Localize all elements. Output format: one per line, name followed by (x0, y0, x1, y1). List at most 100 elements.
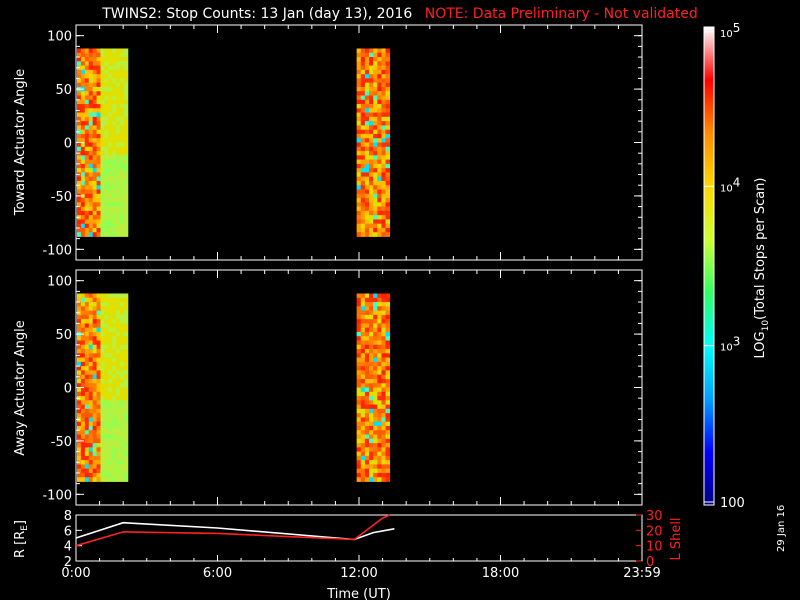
heatmap-cell (120, 108, 125, 113)
heatmap-cell (104, 155, 109, 160)
heatmap-cell (360, 104, 366, 109)
heatmap-cell (108, 302, 113, 307)
heatmap-cell (96, 78, 101, 84)
heatmap-cell (356, 344, 362, 350)
heatmap-cell (360, 370, 366, 376)
heatmap-cell (80, 133, 86, 139)
heatmap-cell (369, 82, 374, 88)
heatmap-cell (381, 82, 386, 88)
heatmap-cell (123, 227, 129, 233)
heatmap-cell (100, 108, 105, 113)
heatmap-cell (104, 425, 109, 431)
heatmap-cell (120, 340, 125, 346)
heatmap-cell (377, 223, 382, 229)
heatmap-cell (100, 344, 105, 350)
heatmap-cell (112, 421, 117, 427)
heatmap-cell (116, 104, 121, 109)
heatmap-cell (381, 443, 386, 448)
heatmap-cell (123, 155, 129, 160)
heatmap-cell (116, 155, 121, 160)
heatmap-cell (356, 340, 362, 346)
heatmap-cell (104, 310, 109, 316)
heatmap-cell (104, 361, 109, 367)
heatmap-cell (356, 146, 362, 152)
heatmap-cell (112, 451, 117, 457)
heatmap-cell (100, 331, 105, 337)
heatmap-cell (88, 425, 94, 431)
heatmap-cell (92, 206, 97, 212)
heatmap-cell (123, 151, 129, 156)
heatmap-cell (116, 434, 121, 440)
heatmap-cell (373, 468, 378, 474)
heatmap-cell (88, 202, 94, 207)
heatmap-cell (77, 404, 82, 410)
heatmap-cell (373, 336, 378, 341)
heatmap-cell (92, 302, 97, 307)
heatmap-cell (369, 425, 374, 431)
heatmap-cell (108, 69, 113, 75)
heatmap-cell (88, 293, 94, 299)
heatmap-cell (84, 61, 90, 66)
heatmap-cell (92, 404, 97, 410)
heatmap-cell (80, 451, 86, 457)
heatmap-cell (88, 434, 94, 440)
heatmap-cell (120, 116, 125, 122)
radius-ylabel: R [RE] (13, 520, 30, 558)
heatmap-cell (100, 477, 105, 482)
heatmap-cell (377, 78, 382, 84)
heatmap-cell (104, 455, 109, 461)
heatmap-cell (381, 464, 386, 470)
heatmap-cell (100, 357, 105, 363)
heatmap-cell (373, 370, 378, 376)
heatmap-cell (356, 155, 362, 160)
heatmap-cell (92, 297, 97, 303)
heatmap-cell (104, 408, 109, 414)
heatmap-cell (116, 310, 121, 316)
heatmap-cell (360, 206, 366, 212)
heatmap-cell (381, 413, 386, 418)
heatmap-cell (369, 180, 374, 186)
heatmap-cell (381, 198, 386, 203)
heatmap-cell (116, 400, 121, 405)
heatmap-cell (377, 331, 382, 337)
heatmap-cell (123, 163, 129, 169)
heatmap-cell (77, 391, 82, 397)
heatmap-cell (77, 455, 82, 461)
heatmap-cell (112, 477, 117, 482)
heatmap-cell (88, 138, 94, 143)
heatmap-cell (360, 176, 366, 182)
time-tick-label: 6:00 (203, 566, 232, 581)
heatmap-cell (80, 198, 86, 203)
heatmap-cell (104, 57, 109, 62)
heatmap-cell (100, 155, 105, 160)
heatmap-cell (88, 447, 94, 452)
heatmap-cell (77, 155, 82, 160)
heatmap-cell (356, 176, 362, 182)
heatmap-cell (377, 430, 382, 435)
heatmap-cell (385, 176, 391, 182)
heatmap-cell (77, 198, 82, 203)
heatmap-cell (360, 159, 366, 165)
heatmap-cell (96, 210, 101, 216)
heatmap-cell (84, 357, 90, 363)
heatmap-cell (369, 378, 374, 384)
heatmap-cell (385, 387, 391, 393)
heatmap-cell (377, 121, 382, 126)
heatmap-cell (77, 202, 82, 207)
heatmap-cell (116, 464, 121, 470)
heatmap-cell (385, 383, 391, 388)
heatmap-cell (108, 349, 113, 354)
heatmap-cell (377, 302, 382, 307)
heatmap-cell (96, 306, 101, 311)
heatmap-cell (120, 146, 125, 152)
heatmap-cell (84, 430, 90, 435)
heatmap-cell (377, 340, 382, 346)
heatmap-cell (96, 464, 101, 470)
heatmap-cell (88, 468, 94, 474)
heatmap-cell (373, 155, 378, 160)
heatmap-cell (373, 400, 378, 405)
heatmap-cell (96, 82, 101, 88)
heatmap-cell (108, 472, 113, 478)
heatmap-cell (373, 151, 378, 156)
heatmap-cell (385, 361, 391, 367)
